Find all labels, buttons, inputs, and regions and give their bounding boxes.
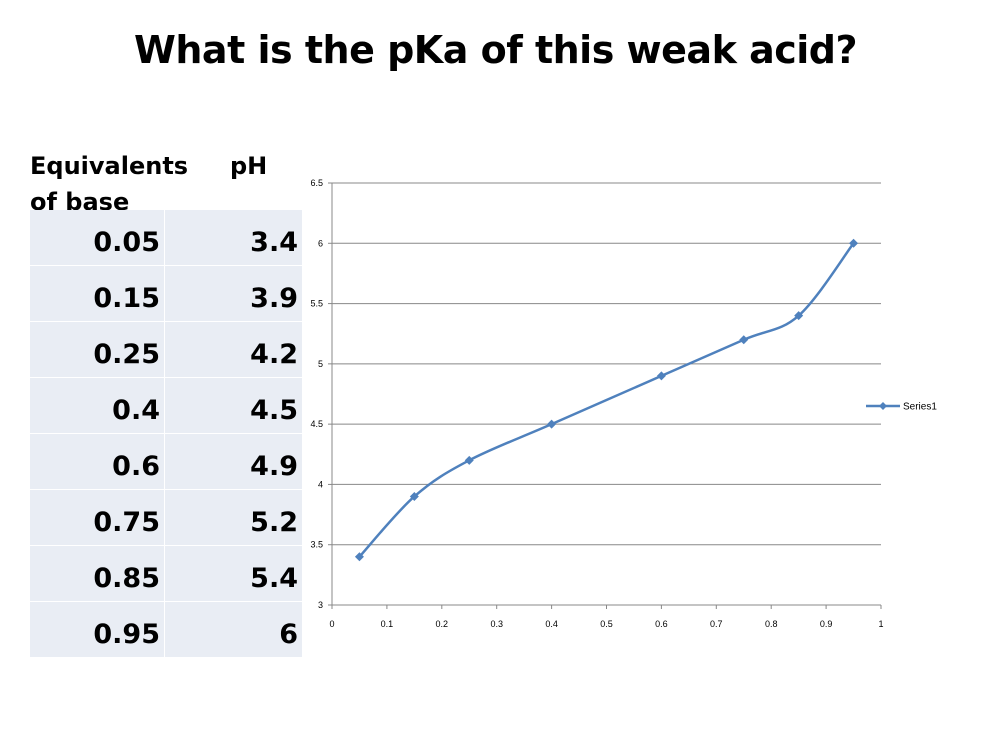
data-point-marker [739,335,749,345]
y-tick-label: 5.5 [310,299,323,309]
x-tick-label: 0.2 [436,619,449,629]
table-header-ph: pH [230,152,268,180]
y-tick-label: 3 [318,600,323,610]
data-point-marker [354,552,364,562]
ph-cell: 4.2 [165,322,302,377]
x-tick-label: 0.1 [381,619,394,629]
table-row: 0.6 4.9 [30,434,302,489]
table-row: 0.15 3.9 [30,266,302,321]
x-tick-label: 1 [878,619,883,629]
y-tick-label: 4 [318,479,323,489]
y-tick-label: 5 [318,359,323,369]
ph-cell: 6 [165,602,302,657]
equivalents-cell: 0.75 [30,490,164,545]
line-chart: 3 3.5 4 4.5 5 5.5 6 6.5 0 0.1 0.2 0.3 0.4 0.5 0.6 0.7 0.… [310,178,937,629]
y-tick-label: 3.5 [310,540,323,550]
series-line [358,242,855,558]
data-point-marker [794,311,804,321]
data-point-marker [464,455,474,465]
ph-cell: 4.9 [165,434,302,489]
table-row: 0.4 4.5 [30,378,302,433]
equivalents-cell: 0.25 [30,322,164,377]
y-tick-label: 6 [318,238,323,248]
table-header-equivalents: Equivalents of base [30,152,189,216]
ph-cell: 4.5 [165,378,302,433]
legend-label: Series1 [903,402,937,413]
ph-cell: 3.9 [165,266,302,321]
table-row: 0.05 3.4 [30,210,302,265]
slide-title: What is the pKa of this weak acid? [133,28,858,72]
x-tick-label: 0.3 [490,619,503,629]
x-tick-label: 0.4 [545,619,558,629]
table-row: 0.25 4.2 [30,322,302,377]
ph-cell: 5.4 [165,546,302,601]
x-tick-label: 0.9 [820,619,833,629]
x-tick-label: 0.5 [600,619,613,629]
y-tick-label: 4.5 [310,419,323,429]
table-row: 0.95 6 [30,602,302,657]
legend-marker [879,402,887,410]
table-row: 0.75 5.2 [30,490,302,545]
x-tick-label: 0.6 [655,619,668,629]
x-tick-label: 0 [329,619,334,629]
x-tick-label: 0.8 [765,619,778,629]
data-point-marker [656,371,666,381]
equivalents-cell: 0.4 [30,378,164,433]
x-tick-label: 0.7 [710,619,723,629]
equivalents-cell: 0.95 [30,602,164,657]
table-row: 0.85 5.4 [30,546,302,601]
ph-cell: 3.4 [165,210,302,265]
equivalents-cell: 0.6 [30,434,164,489]
data-table: 0.05 3.4 0.15 3.9 0.25 4.2 0.4 4.5 0.6 4… [30,210,302,658]
data-point-marker [547,419,557,429]
equivalents-cell: 0.15 [30,266,164,321]
data-point-marker [849,238,859,248]
equivalents-cell: 0.85 [30,546,164,601]
equivalents-cell: 0.05 [30,210,164,265]
data-point-marker [409,491,419,501]
y-tick-label: 6.5 [310,178,323,188]
ph-cell: 5.2 [165,490,302,545]
